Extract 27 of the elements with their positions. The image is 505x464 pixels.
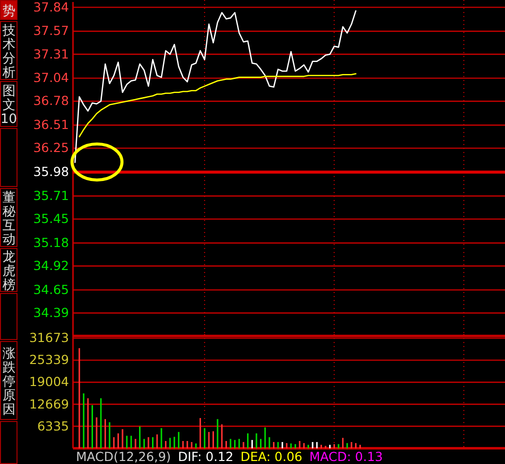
y-tick-label: 19004 xyxy=(29,374,70,390)
y-tick-label: 6335 xyxy=(37,418,69,434)
text: MACD(12,26,9) xyxy=(76,449,171,464)
y-tick-label: 25339 xyxy=(29,352,70,368)
y-tick-label: 12669 xyxy=(29,396,70,412)
text: DEA: 0.06 xyxy=(240,449,302,464)
y-tick-label: 36.78 xyxy=(33,93,70,108)
y-tick-label: 34.92 xyxy=(33,258,69,274)
y-tick-label: 31673 xyxy=(29,330,69,346)
line-series xyxy=(78,73,356,138)
y-tick-label: 34.65 xyxy=(33,282,69,297)
y-tick-label: 35.18 xyxy=(33,234,70,250)
line-series xyxy=(74,10,356,164)
text: DIF: 0.12 xyxy=(178,449,234,464)
text: MACD: 0.13 xyxy=(309,449,383,464)
y-tick-label: 35.45 xyxy=(33,211,69,226)
y-tick-label: 37.57 xyxy=(33,23,69,38)
text: 涨跌停原因 xyxy=(2,346,16,418)
y-tick-label: 35.98 xyxy=(33,164,70,180)
y-tick-label: 37.84 xyxy=(33,0,70,14)
y-tick-label: 35.71 xyxy=(33,188,69,204)
y-tick-label: 37.04 xyxy=(33,70,70,86)
y-tick-label: 37.31 xyxy=(33,46,69,62)
text: 势 xyxy=(2,4,16,19)
y-tick-label: 36.25 xyxy=(33,140,69,156)
y-tick-label: 34.39 xyxy=(33,304,70,320)
y-tick-label: 36.51 xyxy=(33,117,69,132)
